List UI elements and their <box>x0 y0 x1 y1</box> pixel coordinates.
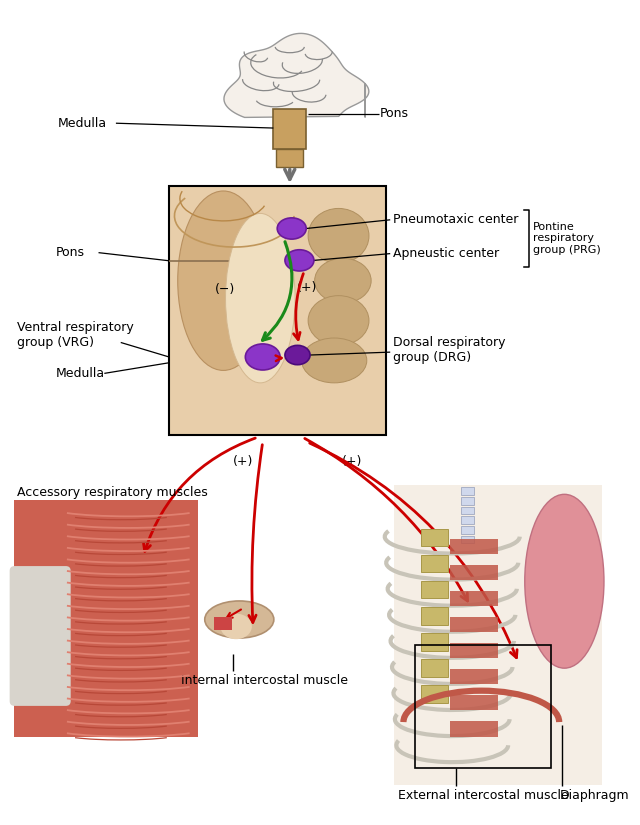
Bar <box>450 591 499 606</box>
Bar <box>450 564 499 580</box>
Bar <box>461 488 474 495</box>
Ellipse shape <box>245 344 280 370</box>
FancyArrowPatch shape <box>276 356 282 361</box>
Text: Pons: Pons <box>56 246 85 259</box>
Ellipse shape <box>205 601 274 638</box>
FancyArrowPatch shape <box>294 274 303 340</box>
Bar <box>450 617 499 632</box>
Text: Pneumotaxic center: Pneumotaxic center <box>393 214 518 226</box>
Text: Diaphragm: Diaphragm <box>560 789 630 802</box>
Bar <box>461 507 474 515</box>
Text: +: + <box>261 352 270 362</box>
Text: Medulla: Medulla <box>56 367 105 380</box>
Bar <box>450 539 499 554</box>
Text: (+): (+) <box>342 455 363 468</box>
Bar <box>461 535 474 544</box>
Bar <box>450 643 499 658</box>
Ellipse shape <box>277 218 306 239</box>
Ellipse shape <box>178 191 269 370</box>
Text: (−): (−) <box>215 283 235 296</box>
Bar <box>214 617 232 630</box>
Bar <box>169 186 387 436</box>
Text: Dorsal respiratory
group (DRG): Dorsal respiratory group (DRG) <box>393 337 506 364</box>
Bar <box>415 645 550 768</box>
Bar <box>421 607 448 625</box>
Text: Ventral respiratory
group (VRG): Ventral respiratory group (VRG) <box>17 321 134 349</box>
Ellipse shape <box>225 214 295 383</box>
Bar <box>421 659 448 676</box>
Bar <box>15 500 198 737</box>
Bar <box>421 634 448 651</box>
Bar <box>421 529 448 546</box>
Ellipse shape <box>315 258 371 303</box>
Bar <box>421 581 448 598</box>
Bar <box>461 526 474 534</box>
Ellipse shape <box>220 614 252 639</box>
Bar <box>421 555 448 573</box>
Text: Internal intercostal muscle: Internal intercostal muscle <box>180 674 348 687</box>
Text: Apneustic center: Apneustic center <box>393 248 499 260</box>
Bar <box>461 497 474 505</box>
Text: External intercostal muscle: External intercostal muscle <box>398 789 569 802</box>
Ellipse shape <box>285 250 314 271</box>
FancyArrowPatch shape <box>262 242 292 340</box>
Bar <box>450 721 499 737</box>
Text: Pons: Pons <box>380 107 408 120</box>
Text: +: + <box>257 351 268 364</box>
Ellipse shape <box>308 295 369 346</box>
Bar <box>394 485 602 785</box>
Bar <box>450 695 499 710</box>
FancyBboxPatch shape <box>10 566 70 706</box>
Ellipse shape <box>308 209 369 263</box>
Ellipse shape <box>285 346 310 365</box>
Polygon shape <box>224 33 369 117</box>
Bar <box>273 109 306 149</box>
Text: Accessory respiratory muscles: Accessory respiratory muscles <box>17 486 208 498</box>
Text: Medulla: Medulla <box>58 116 107 130</box>
Bar <box>421 686 448 703</box>
Bar <box>461 516 474 524</box>
Text: (+): (+) <box>233 455 253 468</box>
Text: (+): (+) <box>297 281 317 294</box>
Bar <box>450 669 499 685</box>
Text: −: − <box>287 222 297 235</box>
Ellipse shape <box>301 338 367 383</box>
Bar <box>276 149 303 167</box>
Ellipse shape <box>525 494 604 668</box>
Text: Pontine
respiratory
group (PRG): Pontine respiratory group (PRG) <box>533 222 601 255</box>
